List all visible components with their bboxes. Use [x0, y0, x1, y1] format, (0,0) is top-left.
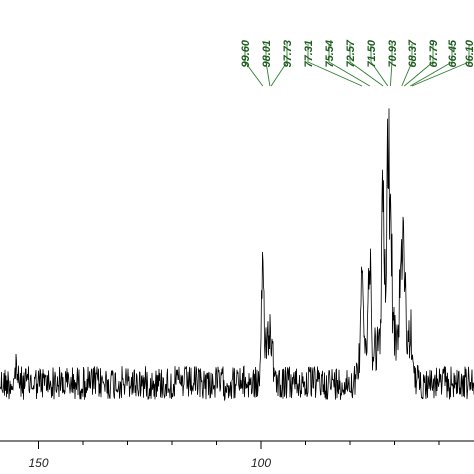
peak-label: 70.93	[387, 40, 399, 68]
peak-label: 66.45	[447, 39, 459, 67]
peak-label: 98.01	[261, 40, 273, 68]
peak-leader-line	[349, 44, 384, 87]
peak-label: 75.54	[324, 40, 336, 68]
peak-leader-line	[404, 44, 434, 87]
peak-label: 66.10	[464, 39, 474, 67]
peak-leader-line	[389, 44, 393, 87]
peak-leader-line	[328, 44, 371, 87]
peak-label-leaders	[244, 44, 470, 87]
peak-leader-line	[265, 44, 271, 87]
peak-label: 71.50	[366, 39, 378, 67]
peak-leader-line	[410, 44, 453, 87]
peak-leader-line	[244, 44, 264, 87]
peak-leader-line	[401, 44, 413, 87]
peak-label: 72.57	[345, 39, 357, 67]
peak-label: 97.73	[282, 40, 294, 68]
peak-label: 77.31	[303, 40, 315, 68]
x-tick-label: 100	[251, 456, 271, 470]
peak-label: 67.79	[428, 39, 440, 67]
x-axis-ticks: 15010050	[28, 441, 440, 470]
peak-labels: 99.60 98.01 97.73 77.31 75.54 72.57 71.50 70.93…	[240, 39, 474, 67]
peak-label: 68.37	[407, 39, 419, 67]
spectrum-trace	[0, 108, 474, 402]
peak-leader-line	[411, 44, 470, 87]
peak-leader-line	[370, 44, 389, 87]
x-tick-label: 150	[28, 456, 48, 470]
peak-leader-line	[307, 44, 363, 87]
peak-label: 99.60	[240, 39, 252, 67]
peak-leader-line	[270, 44, 288, 87]
